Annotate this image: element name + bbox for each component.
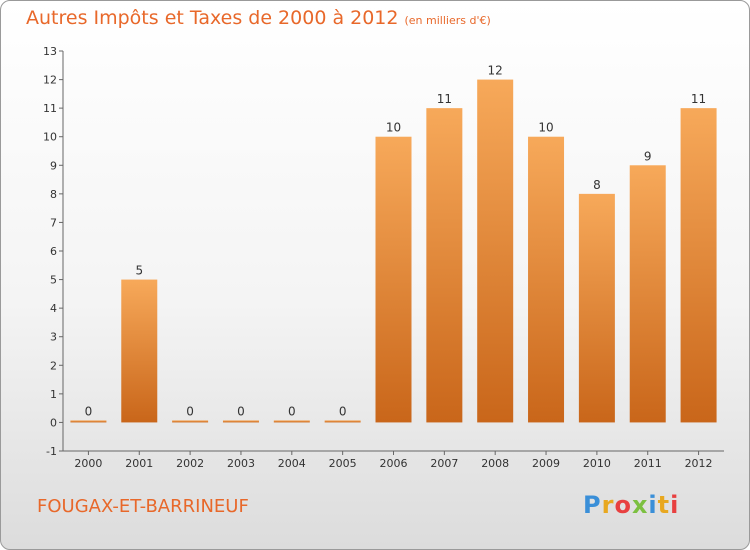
y-tick-label: 6 bbox=[50, 245, 57, 258]
data-label: 0 bbox=[288, 404, 296, 418]
y-tick-label: 5 bbox=[50, 274, 57, 287]
x-tick-label: 2010 bbox=[583, 457, 611, 470]
y-tick-label: 7 bbox=[50, 216, 57, 229]
commune-name: FOUGAX-ET-BARRINEUF bbox=[37, 496, 249, 517]
y-tick-label: 4 bbox=[50, 302, 57, 315]
bar bbox=[121, 279, 158, 423]
y-tick-label: 13 bbox=[43, 45, 57, 58]
data-label: 9 bbox=[644, 149, 652, 163]
y-tick-label: -1 bbox=[46, 445, 57, 458]
data-label: 8 bbox=[593, 178, 601, 192]
x-tick-label: 2011 bbox=[634, 457, 662, 470]
data-label: 5 bbox=[135, 264, 143, 278]
bar bbox=[70, 420, 107, 423]
data-label: 10 bbox=[538, 121, 553, 135]
data-label: 11 bbox=[691, 92, 706, 106]
data-label: 0 bbox=[186, 404, 194, 418]
bar bbox=[528, 136, 565, 423]
chart-unit: (en milliers d'€) bbox=[404, 14, 491, 27]
y-tick-label: 10 bbox=[43, 131, 57, 144]
bar bbox=[172, 420, 209, 423]
bar bbox=[273, 420, 310, 423]
chart-title: Autres Impôts et Taxes de 2000 à 2012 (en… bbox=[26, 7, 491, 29]
data-label: 12 bbox=[488, 64, 503, 78]
y-tick-label: 3 bbox=[50, 331, 57, 344]
proxiti-logo: Proxiti bbox=[583, 491, 680, 519]
x-tick-label: 2006 bbox=[380, 457, 408, 470]
x-tick-label: 2008 bbox=[481, 457, 509, 470]
y-tick-label: 8 bbox=[50, 188, 57, 201]
x-tick-label: 2002 bbox=[176, 457, 204, 470]
x-tick-label: 2007 bbox=[430, 457, 458, 470]
data-label: 0 bbox=[237, 404, 245, 418]
y-tick-label: 9 bbox=[50, 159, 57, 172]
data-label: 10 bbox=[386, 121, 401, 135]
x-tick-label: 2001 bbox=[125, 457, 153, 470]
bar bbox=[375, 136, 412, 423]
bar bbox=[477, 79, 514, 423]
x-tick-label: 2000 bbox=[74, 457, 102, 470]
y-tick-label: 1 bbox=[50, 388, 57, 401]
y-tick-label: 2 bbox=[50, 359, 57, 372]
y-tick-label: 12 bbox=[43, 74, 57, 87]
bar bbox=[426, 108, 463, 423]
bar bbox=[629, 165, 666, 423]
bar bbox=[324, 420, 361, 423]
data-label: 0 bbox=[339, 404, 347, 418]
y-tick-label: 11 bbox=[43, 102, 57, 115]
data-label: 11 bbox=[437, 92, 452, 106]
bar bbox=[680, 108, 717, 423]
bar bbox=[578, 193, 615, 423]
x-tick-label: 2012 bbox=[685, 457, 713, 470]
data-label: 0 bbox=[85, 404, 93, 418]
x-tick-label: 2005 bbox=[329, 457, 357, 470]
y-tick-label: 0 bbox=[50, 416, 57, 429]
x-tick-label: 2003 bbox=[227, 457, 255, 470]
bar bbox=[222, 420, 259, 423]
x-tick-label: 2004 bbox=[278, 457, 306, 470]
chart-title-text: Autres Impôts et Taxes de 2000 à 2012 bbox=[26, 7, 399, 29]
x-tick-label: 2009 bbox=[532, 457, 560, 470]
